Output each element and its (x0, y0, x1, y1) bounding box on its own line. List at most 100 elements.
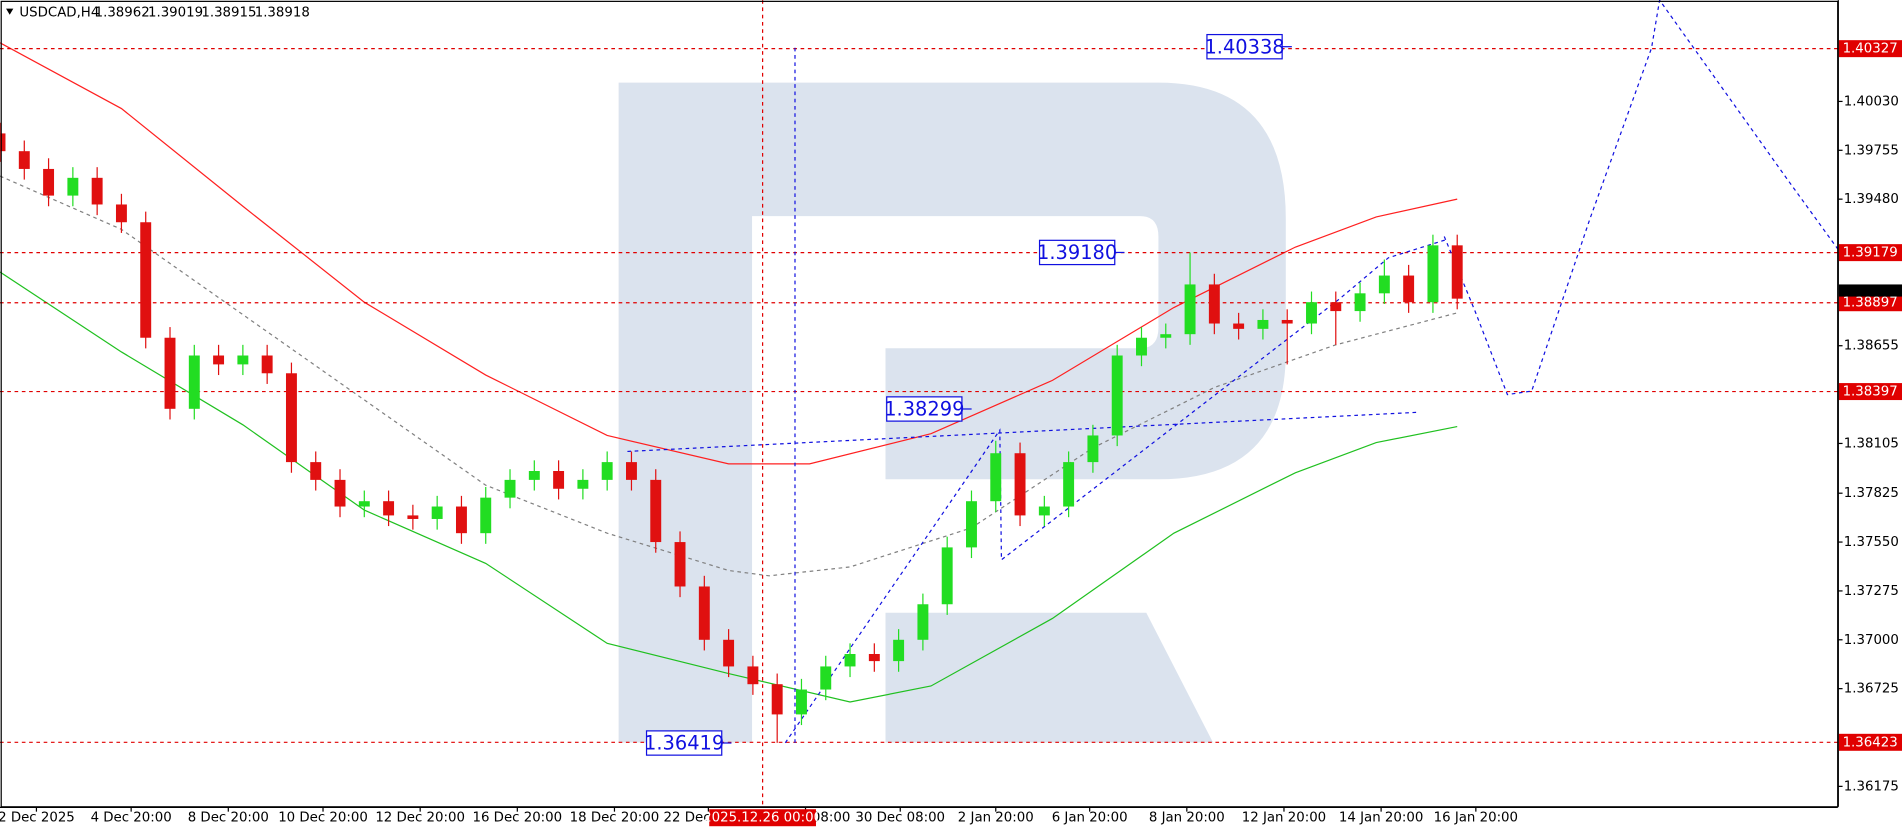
candle-body (1087, 435, 1099, 463)
candle-body (1014, 453, 1026, 516)
candle-body (188, 355, 200, 409)
moving-average (0, 175, 1458, 577)
candle-body (747, 666, 759, 685)
annotation-label: 1.36419 (644, 732, 724, 755)
candle-body (164, 337, 176, 409)
x-tick-label: 14 Jan 20:00 (1339, 811, 1423, 826)
candle-body (43, 168, 55, 196)
candle-body (1403, 275, 1415, 303)
y-tick-label: 1.39480 (1844, 192, 1899, 207)
candle-body (917, 604, 929, 640)
candle-body (1427, 245, 1439, 303)
x-tick-label: 8 Dec 20:00 (188, 811, 269, 826)
candle-body (698, 586, 710, 640)
x-tick-label: 16 Jan 20:00 (1434, 811, 1518, 826)
candle-body (650, 479, 662, 543)
candle-body (1063, 462, 1075, 507)
candle-body (431, 506, 443, 519)
candle-body (455, 506, 467, 534)
candle-body (625, 462, 637, 480)
candle-body (1378, 275, 1390, 294)
annotation-label: 1.38299 (884, 398, 964, 421)
header-low: 1.38915 (201, 5, 256, 20)
crosshair-label-bg (709, 809, 816, 827)
candle-body (1233, 323, 1245, 329)
level-label: 1.36423 (1843, 735, 1898, 750)
candle-body (67, 177, 79, 196)
x-tick-label: 18 Dec 20:00 (570, 811, 660, 826)
symbol: USDCAD,H4 (19, 5, 99, 20)
x-tick-label: 16 Dec 20:00 (472, 811, 562, 826)
header-arrow[interactable] (6, 8, 14, 15)
candle-body (213, 355, 225, 365)
candle-body (334, 479, 346, 507)
candle-body (1281, 319, 1293, 324)
price-axis-bg (1837, 0, 1902, 830)
x-tick-label: 4 Dec 20:00 (91, 811, 172, 826)
level-label-bg (1838, 733, 1902, 751)
candle-body (407, 515, 419, 519)
candle-body (1306, 302, 1317, 324)
candle-body (115, 204, 127, 223)
annotation-box (886, 396, 963, 422)
crosshair-label: 2025.12.26 00:00 (703, 811, 822, 826)
level-label: 1.38897 (1843, 296, 1898, 311)
candle-body (1184, 284, 1196, 335)
candle-body (893, 639, 905, 662)
x-tick-label: 30 Dec 08:00 (855, 811, 945, 826)
candle-body (553, 470, 565, 489)
candle-body (18, 151, 30, 169)
y-tick-label: 1.38655 (1844, 339, 1899, 354)
header: USDCAD,H4 1.38962 1.39019 1.38915 1.3891… (6, 5, 310, 20)
candle-body (1451, 245, 1463, 299)
candle-body (480, 497, 492, 534)
candle-body (140, 222, 152, 338)
annotation-box (1038, 239, 1116, 266)
candle-body (1136, 337, 1147, 356)
plot-frame (0, 0, 1839, 808)
annotation-box (645, 730, 723, 756)
candle-body (820, 666, 832, 690)
candle-body (1330, 302, 1342, 312)
y-tick-label: 1.40030 (1844, 94, 1899, 109)
y-tick-label: 1.37825 (1844, 486, 1899, 501)
candle-body (990, 453, 1002, 502)
header-close: 1.38918 (255, 5, 310, 20)
candle-body (601, 462, 613, 480)
level-label-bg (1838, 383, 1902, 401)
y-tick-label: 1.36175 (1844, 779, 1899, 794)
y-tick-label: 1.36725 (1844, 682, 1899, 697)
x-tick-label: 8 Jan 20:00 (1149, 811, 1225, 826)
moving-average (0, 271, 1458, 703)
y-tick-label: 1.39755 (1844, 143, 1899, 158)
x-tick-label: 2 Dec 2025 (0, 811, 75, 826)
projection-line (627, 411, 1417, 453)
x-tick-label: 12 Dec 20:00 (375, 811, 465, 826)
candle-body (504, 479, 516, 498)
y-tick-label: 1.37550 (1844, 535, 1899, 550)
candle-body (796, 689, 807, 715)
candle-body (1160, 334, 1172, 338)
candle-body (310, 462, 322, 480)
level-label: 1.39179 (1843, 246, 1898, 261)
candle-body (966, 501, 977, 548)
candle-body (1111, 355, 1123, 436)
level-label-bg (1838, 244, 1902, 262)
projection-line (784, 239, 1446, 744)
y-tick-label: 1.38105 (1844, 436, 1899, 451)
level-label-bg (1838, 40, 1902, 58)
level-label: 1.38397 (1843, 385, 1898, 400)
candle-body (674, 542, 686, 587)
annotation-box (1206, 33, 1283, 60)
candle-body (0, 133, 6, 152)
candle-body (868, 654, 880, 662)
watermark-leg (885, 612, 1214, 743)
price-label-bg (1838, 284, 1902, 297)
projection-line (1443, 0, 1839, 396)
candle-body (91, 177, 103, 205)
candle-body (941, 547, 953, 605)
plot: 1.40338 1.39180 1.38299 1.36419 (0, 0, 1839, 807)
candle-body (844, 654, 856, 667)
